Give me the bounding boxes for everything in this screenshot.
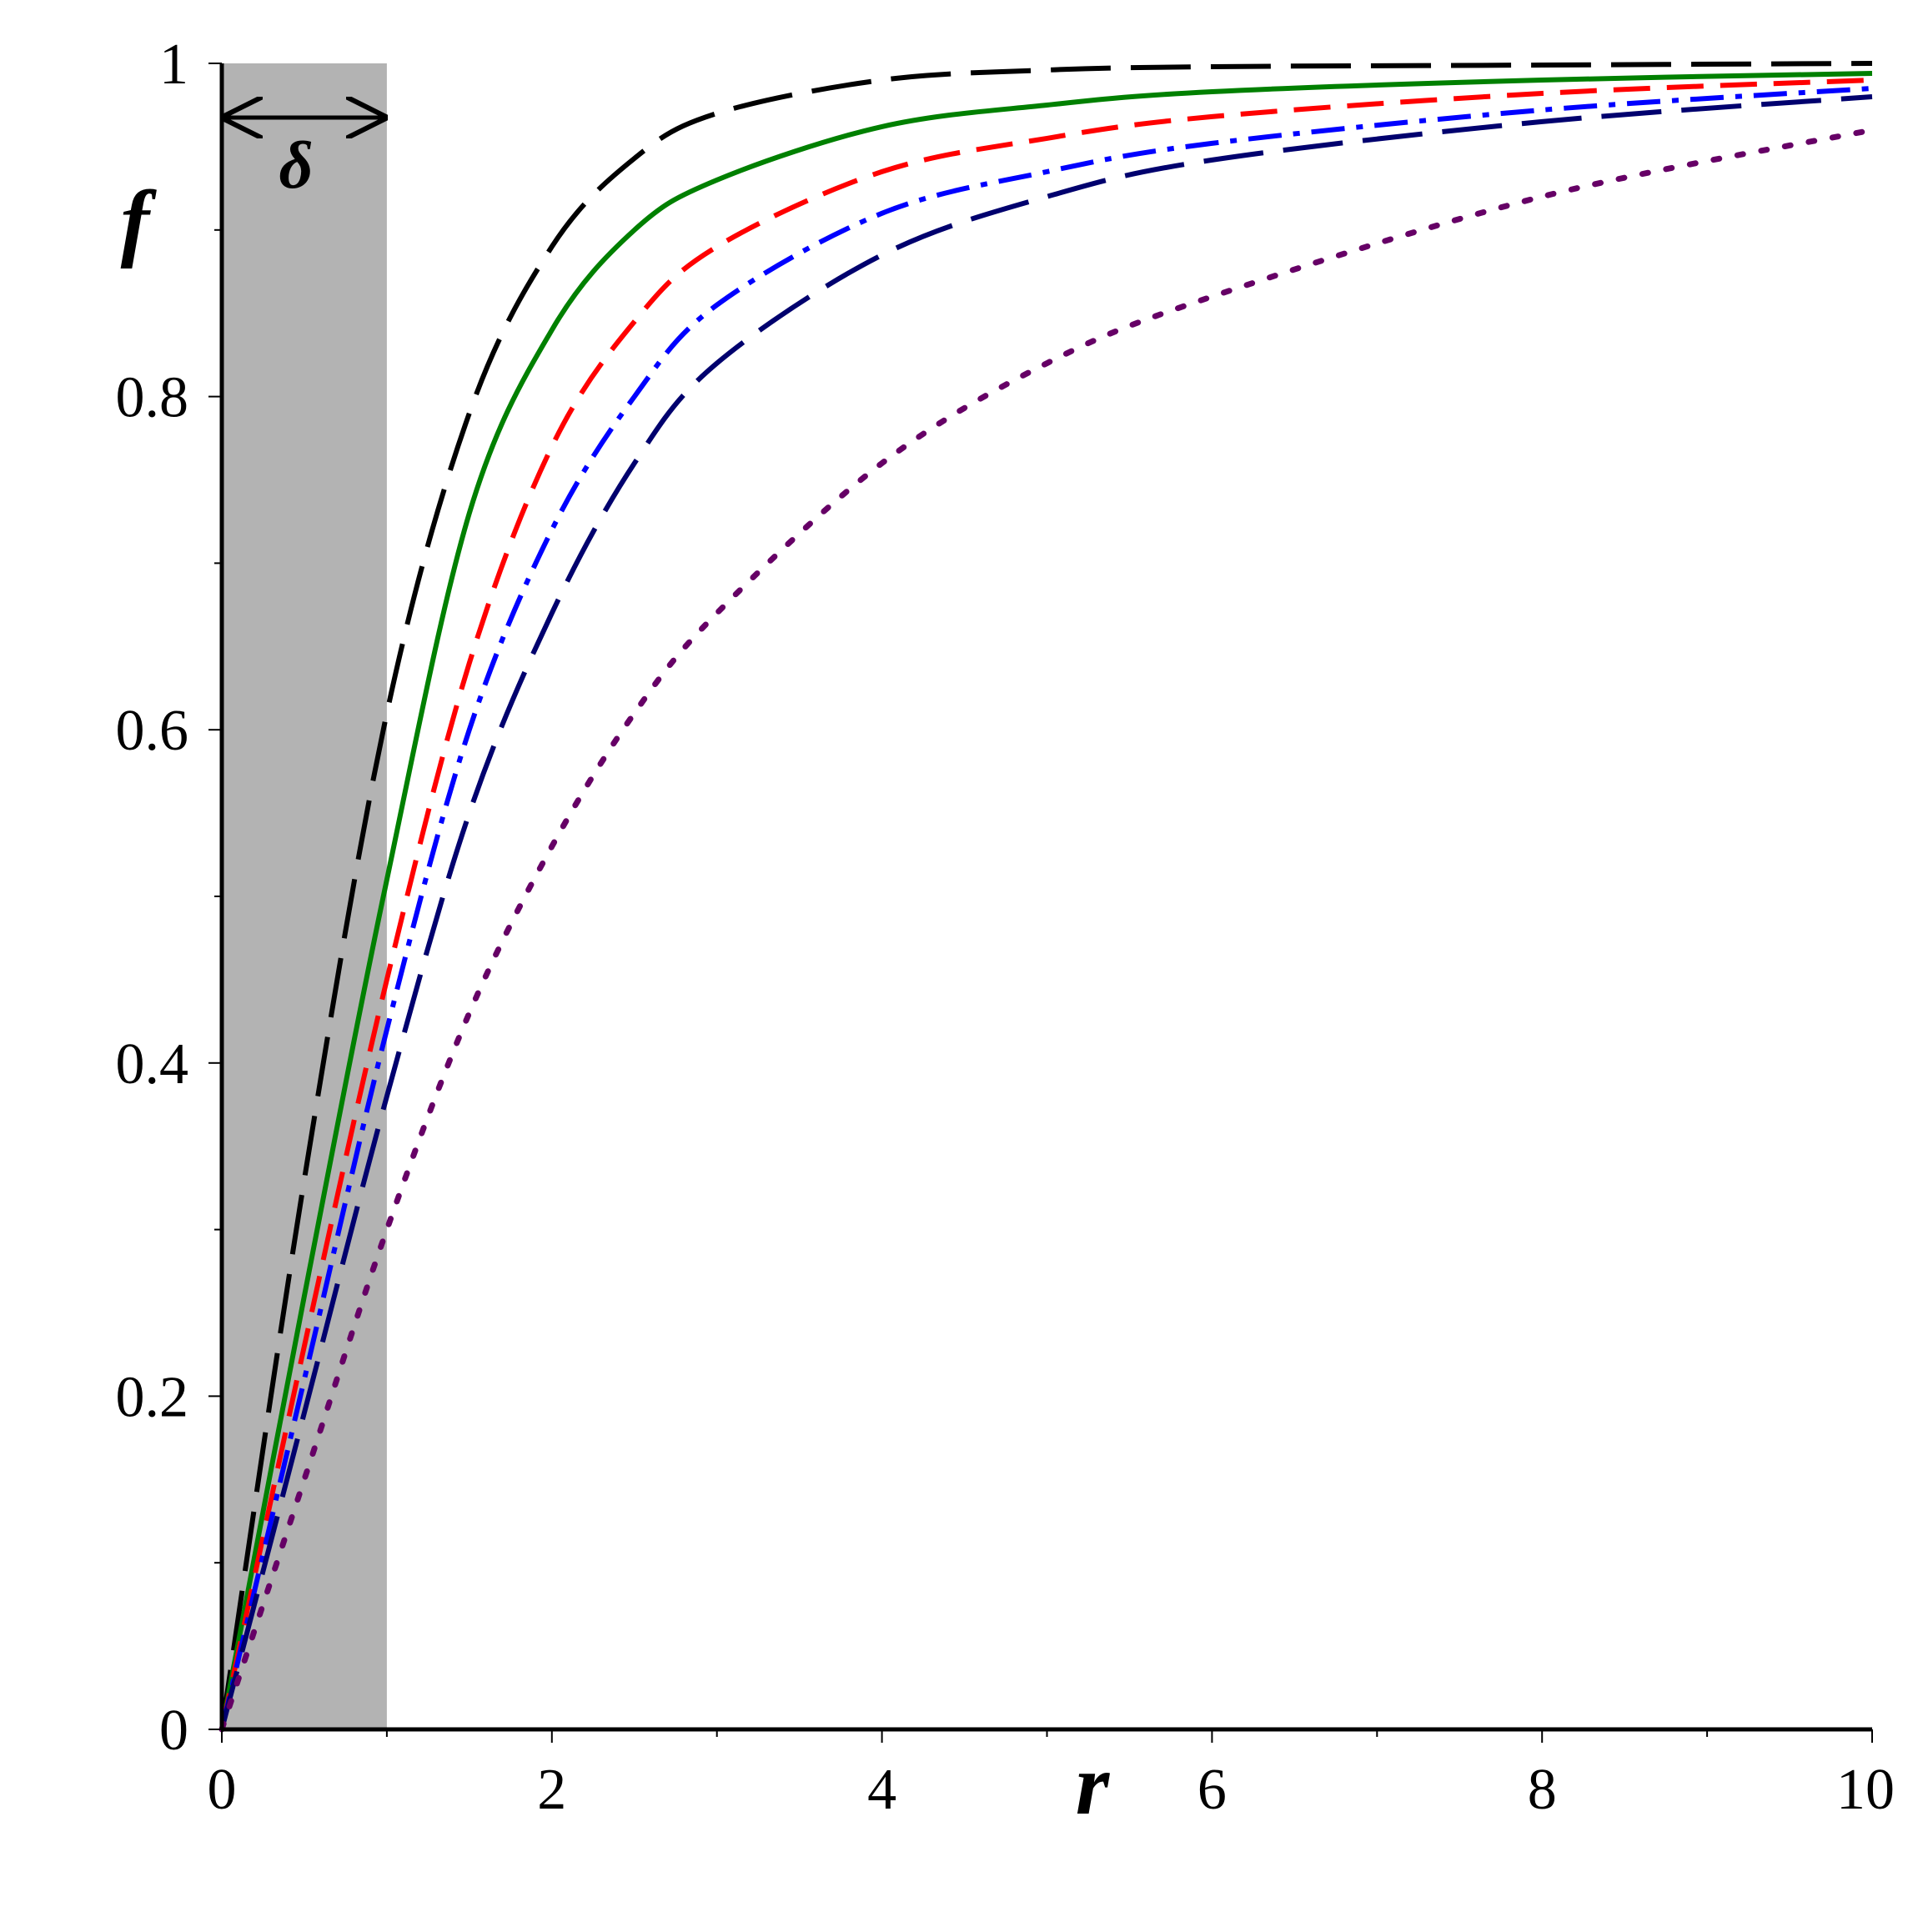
shaded-region [222, 63, 387, 1729]
series-line-6 [218, 127, 1875, 1733]
series-layer [218, 61, 1875, 1733]
y-tick-label: 1 [159, 33, 188, 97]
y-tick-label: 0.2 [116, 1365, 189, 1429]
series-line-5 [219, 94, 1873, 1730]
series-line-4 [219, 86, 1873, 1730]
x-tick-label: 2 [537, 1758, 566, 1822]
x-axis-label: r [1076, 1737, 1111, 1833]
series-line-1 [219, 61, 1873, 1730]
series-line-3 [219, 78, 1873, 1730]
x-tick-label: 8 [1528, 1758, 1557, 1822]
x-tick-label: 4 [867, 1758, 896, 1822]
delta-label: δ [279, 129, 313, 203]
series-line-2 [219, 71, 1873, 1730]
y-tick-label: 0.4 [116, 1032, 189, 1096]
x-tick-label: 10 [1836, 1758, 1895, 1822]
y-tick-label: 0.6 [116, 699, 189, 763]
y-tick-label: 0.8 [116, 366, 189, 430]
x-tick-label: 6 [1197, 1758, 1227, 1822]
x-tick-label: 0 [208, 1758, 237, 1822]
y-tick-label: 0 [159, 1699, 188, 1763]
y-axis-label: f [121, 173, 158, 269]
axes: 0 2 4 6 8 10 0 0.2 0.4 0.6 0.8 1 [116, 33, 1895, 1822]
